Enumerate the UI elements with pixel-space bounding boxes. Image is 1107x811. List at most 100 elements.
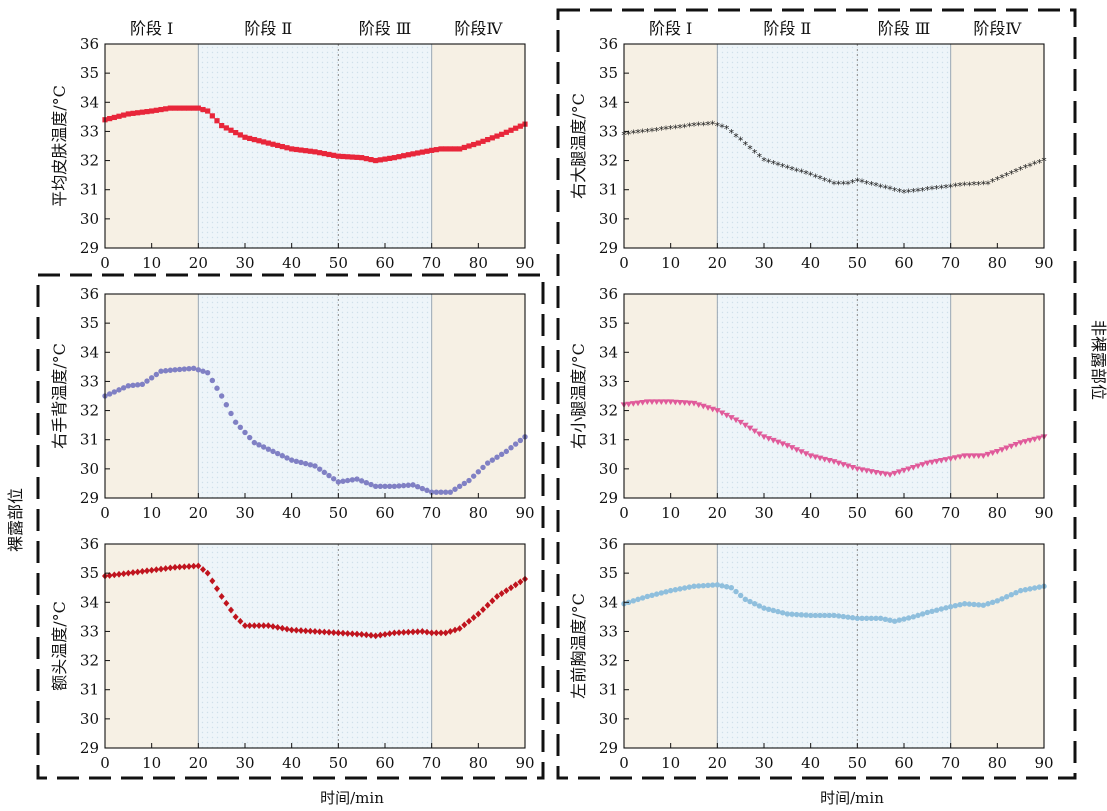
- data-point: [368, 481, 374, 488]
- data-point: [335, 479, 342, 485]
- x-tick-label: 70: [941, 254, 960, 272]
- data-point: [700, 582, 707, 589]
- data-point: *: [860, 178, 865, 189]
- data-point: [998, 447, 1006, 453]
- data-point: [223, 402, 230, 408]
- data-point: [162, 368, 169, 374]
- data-point: [489, 597, 496, 605]
- y-tick-label: 36: [599, 35, 618, 53]
- data-point: [330, 629, 337, 636]
- x-axis-title-left: 时间/min: [320, 789, 384, 807]
- phase-band-texture: [198, 544, 339, 748]
- data-point: [223, 125, 229, 131]
- y-tick-label: 30: [80, 210, 99, 228]
- data-point: *: [720, 123, 725, 134]
- data-point: [260, 444, 267, 450]
- x-tick-label: 40: [801, 754, 820, 772]
- data-point: *: [1018, 165, 1023, 176]
- data-point: [134, 568, 141, 576]
- data-point: [783, 443, 791, 449]
- data-point: [830, 459, 838, 465]
- data-point: [191, 105, 197, 111]
- data-point: [643, 399, 651, 406]
- data-point: [139, 381, 146, 388]
- data-point: *: [724, 125, 729, 136]
- data-point: [667, 587, 674, 594]
- data-point: [1021, 439, 1029, 445]
- data-point: [167, 564, 174, 572]
- data-point: [335, 153, 341, 159]
- data-point: [363, 156, 369, 162]
- data-point: [475, 140, 481, 146]
- data-point: [200, 368, 206, 374]
- data-point: [247, 135, 253, 142]
- data-point: [513, 125, 519, 131]
- data-point: [176, 366, 183, 373]
- data-point: *: [864, 179, 869, 190]
- data-point: [649, 592, 655, 598]
- data-point: [891, 470, 899, 477]
- data-point: [779, 610, 786, 616]
- data-point: *: [794, 167, 799, 178]
- panel-left-chest: 29 30 31 32 33 34 35 36 0 10 20 30 40 50 60 70 80 90 左前胸温度…: [569, 535, 1054, 772]
- y-tick-label: 34: [80, 343, 99, 361]
- data-point: [489, 135, 495, 141]
- phase-band: [950, 294, 1044, 498]
- data-point: [933, 458, 941, 465]
- x-tick-label: 10: [661, 504, 680, 522]
- data-point: [139, 109, 145, 115]
- data-point: [158, 106, 164, 113]
- data-point: [672, 587, 679, 593]
- data-point: [148, 375, 155, 381]
- phase-band-texture: [717, 44, 858, 248]
- data-point: [396, 154, 402, 160]
- data-point: [349, 630, 356, 638]
- y-tick-label: 33: [599, 122, 618, 140]
- data-point: *: [976, 180, 981, 191]
- data-point: *: [986, 180, 991, 191]
- x-tick-label: 40: [282, 754, 301, 772]
- data-point: [405, 152, 411, 158]
- data-point: [919, 462, 927, 468]
- data-point: [886, 472, 894, 478]
- data-point: [265, 140, 271, 146]
- y-tick-label: 34: [80, 93, 99, 111]
- data-point: [635, 596, 641, 603]
- data-point: [312, 628, 318, 635]
- series-right-hand: [102, 365, 528, 495]
- phase-band: [624, 294, 718, 498]
- x-tick-label: 10: [661, 254, 680, 272]
- x-tick-label: 50: [329, 254, 348, 272]
- data-point: [382, 630, 388, 638]
- data-point: [214, 385, 220, 391]
- panel-forehead: 29 30 31 32 33 34 35 36 0 10 20 30 40 50 60 70 80 90 额头温度/…: [50, 535, 535, 772]
- data-point: [840, 613, 847, 620]
- data-point: [274, 623, 281, 631]
- data-point: [737, 419, 745, 426]
- data-point: [503, 448, 510, 455]
- data-point: [751, 601, 758, 607]
- data-point: [923, 460, 931, 467]
- data-point: [877, 615, 884, 622]
- data-point: *: [1009, 169, 1014, 180]
- data-point: [326, 472, 332, 479]
- x-tick-label: 10: [661, 754, 680, 772]
- phase-band: [950, 44, 1044, 248]
- data-point: [424, 487, 430, 494]
- data-point: [391, 483, 398, 490]
- y-axis-title: 额头温度/°C: [50, 601, 69, 691]
- data-point: [424, 628, 430, 636]
- phase-band: [431, 44, 525, 248]
- x-tick-label: 0: [619, 254, 629, 272]
- data-point: [965, 453, 973, 459]
- data-point: [111, 571, 118, 579]
- data-point: [186, 105, 192, 111]
- data-point: [1017, 587, 1024, 594]
- data-point: *: [743, 140, 748, 151]
- data-point: [209, 377, 216, 384]
- x-tick-label: 90: [515, 754, 534, 772]
- x-tick-label: 40: [282, 504, 301, 522]
- x-tick-label: 30: [754, 504, 773, 522]
- data-point: *: [673, 124, 678, 135]
- data-point: [340, 153, 346, 160]
